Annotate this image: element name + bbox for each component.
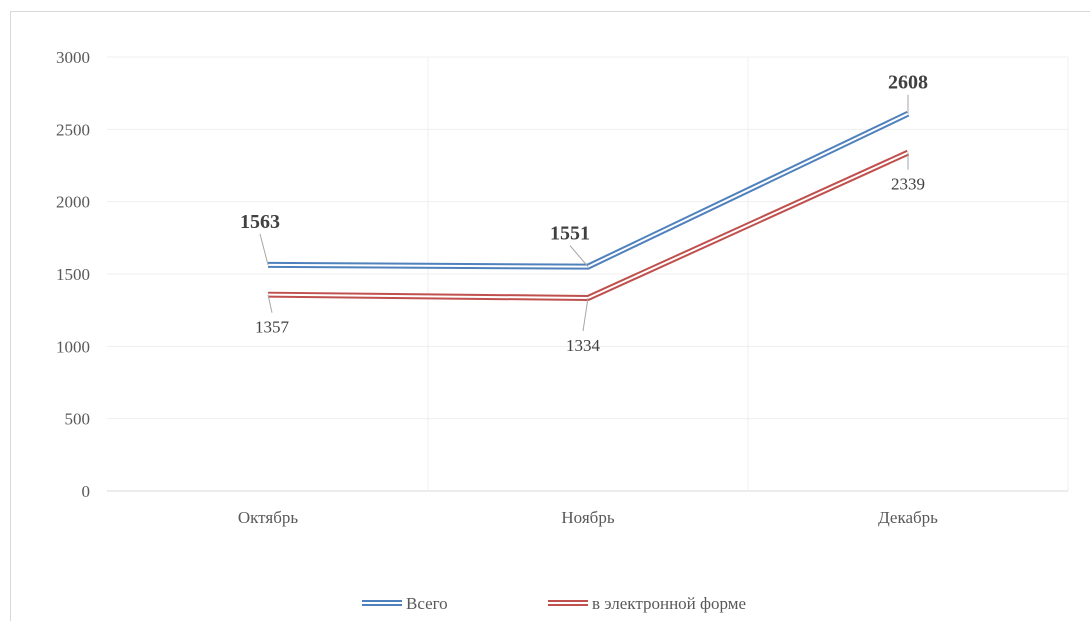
y-tick-label: 2000 [56,193,90,212]
y-tick-label: 3000 [56,48,90,67]
x-axis: Октябрь Ноябрь Декабрь [238,508,938,527]
y-tick-label: 0 [82,482,91,501]
data-label: 2339 [891,175,925,194]
y-tick-label: 2500 [56,120,90,139]
data-label: 1357 [255,318,290,337]
data-labels: 1563 1551 2608 1357 1334 2339 [240,72,928,355]
leader-line [260,234,268,265]
legend: Всего в электронной форме [362,594,746,613]
legend-label: в электронной форме [592,594,746,613]
x-tick-label: Декабрь [878,508,938,527]
data-label: 1334 [566,336,601,355]
x-tick-label: Ноябрь [561,508,614,527]
series-lines [268,114,908,299]
legend-label: Всего [406,594,448,613]
y-tick-label: 1500 [56,265,90,284]
y-axis: 0 500 1000 1500 2000 2500 3000 [56,48,90,501]
leader-line [570,246,588,267]
data-label: 1563 [240,211,280,233]
y-tick-label: 500 [65,410,91,429]
data-label: 1551 [550,223,590,245]
y-tick-label: 1000 [56,337,90,356]
x-tick-label: Октябрь [238,508,298,527]
leader-line [583,298,588,331]
data-label: 2608 [888,72,928,94]
gridlines [107,57,1068,491]
